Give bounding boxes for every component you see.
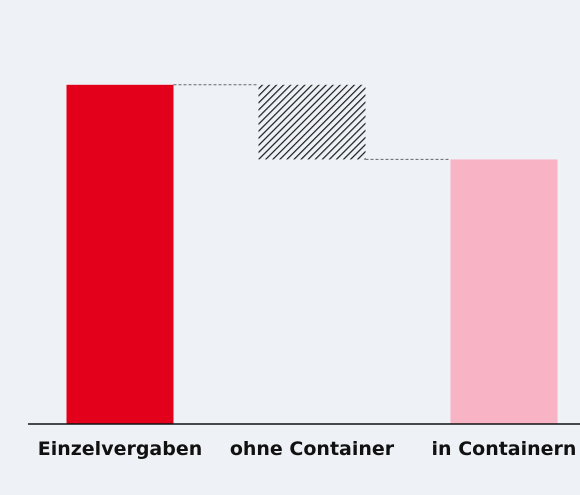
bar [450,159,558,424]
x-tick-label: in Containern [431,438,577,460]
bar [66,84,174,425]
x-tick-label: Einzelvergaben [37,438,203,460]
x-tick-label: ohne Container [229,438,395,460]
bar [258,84,366,160]
